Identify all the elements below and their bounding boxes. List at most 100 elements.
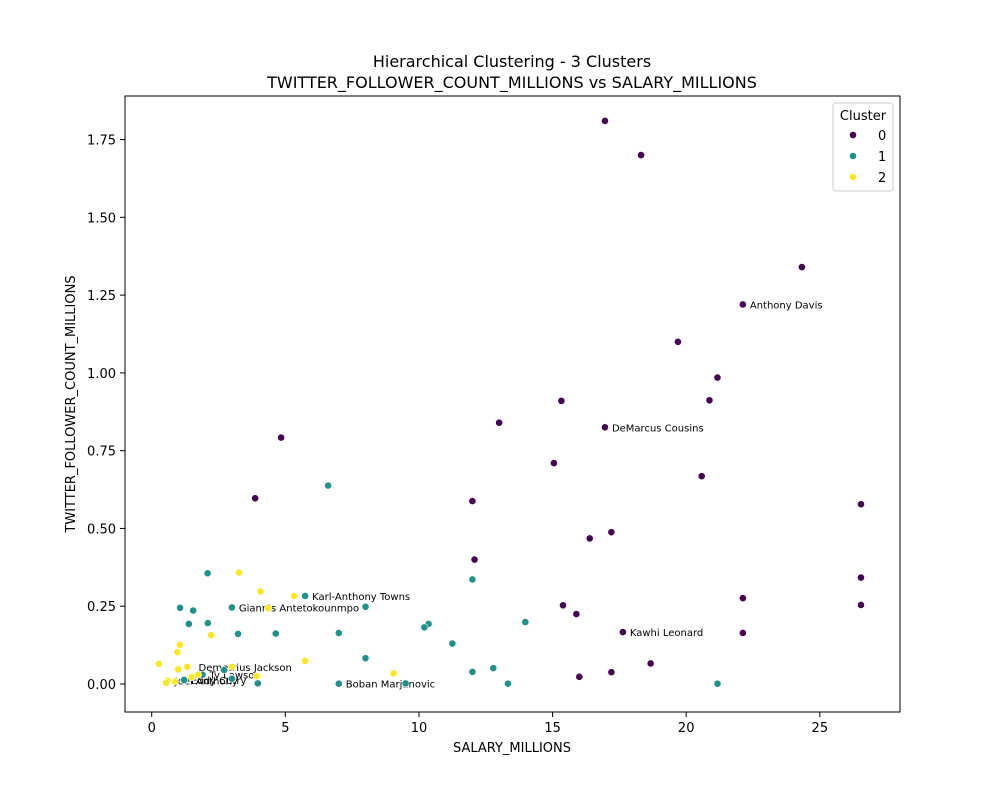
data-point-cluster-2 — [252, 672, 261, 681]
x-tick-label: 10 — [411, 721, 428, 736]
data-point-cluster-1 — [301, 592, 310, 600]
data-points — [155, 116, 865, 688]
data-point-cluster-0 — [637, 151, 645, 160]
data-point-cluster-0 — [857, 500, 865, 509]
y-tick-label: 1.75 — [87, 134, 116, 149]
data-point-cluster-2 — [187, 673, 196, 682]
chart-title: Hierarchical Clustering - 3 Clusters — [373, 52, 651, 71]
data-point-cluster-0 — [738, 594, 747, 603]
data-point-cluster-1 — [227, 603, 236, 612]
data-point-cluster-2 — [207, 631, 215, 640]
data-point-cluster-2 — [162, 678, 171, 687]
x-axis-label: SALARY_MILLIONS — [453, 741, 571, 756]
data-point-cluster-2 — [256, 587, 265, 596]
data-point-cluster-0 — [470, 555, 479, 564]
data-point-cluster-0 — [697, 472, 706, 481]
legend-label: 0 — [878, 129, 886, 144]
x-tick-label: 25 — [812, 721, 829, 736]
legend-label: 2 — [878, 171, 886, 186]
data-point-cluster-0 — [557, 396, 566, 405]
x-tick-label: 0 — [148, 721, 156, 736]
data-point-cluster-1 — [713, 679, 722, 688]
data-point-cluster-2 — [389, 669, 398, 678]
data-point-cluster-1 — [334, 629, 343, 637]
y-axis-ticks: 0.00 0.25 0.50 0.75 1.00 1.25 1.50 1.75 — [87, 134, 125, 693]
data-point-cluster-0 — [550, 459, 558, 468]
data-point-cluster-2 — [173, 648, 182, 657]
data-point-cluster-2 — [235, 568, 244, 577]
data-point-cluster-1 — [189, 606, 198, 615]
y-tick-label: 1.00 — [87, 367, 116, 382]
data-point-cluster-1 — [220, 666, 229, 674]
data-point-cluster-0 — [468, 497, 477, 505]
data-point-cluster-1 — [401, 679, 410, 688]
data-point-cluster-0 — [798, 263, 806, 272]
data-point-cluster-1 — [504, 679, 512, 688]
plot-area-frame — [124, 95, 901, 713]
y-tick-label: 0.50 — [87, 522, 116, 537]
data-point-cluster-1 — [176, 603, 184, 612]
data-point-cluster-2 — [155, 659, 163, 668]
data-point-cluster-2 — [174, 665, 183, 674]
x-tick-label: 15 — [544, 721, 561, 736]
data-point-cluster-0 — [674, 337, 682, 346]
data-point-cluster-1 — [184, 620, 193, 628]
data-point-cluster-2 — [290, 592, 299, 600]
data-point-cluster-0 — [607, 528, 616, 537]
data-point-cluster-1 — [271, 629, 280, 638]
point-annotation: DeMarcus Cousins — [612, 423, 704, 434]
data-point-cluster-0 — [575, 672, 584, 681]
legend-marker — [849, 173, 857, 181]
data-point-cluster-0 — [857, 601, 865, 609]
data-point-cluster-0 — [585, 534, 594, 543]
data-point-cluster-1 — [203, 619, 212, 627]
data-point-cluster-0 — [572, 610, 581, 618]
point-annotation: Demetrius Jackson — [199, 663, 292, 674]
legend-box — [832, 102, 894, 192]
data-point-cluster-1 — [468, 667, 477, 676]
legend-title: Cluster — [840, 109, 887, 124]
legend-marker — [849, 152, 857, 160]
data-point-cluster-1 — [180, 676, 188, 684]
data-point-cluster-0 — [559, 601, 567, 610]
data-point-cluster-1 — [334, 679, 343, 688]
data-point-cluster-2 — [227, 662, 236, 671]
x-tick-label: 5 — [281, 721, 289, 736]
data-point-cluster-1 — [521, 618, 530, 626]
point-annotation: Joel Anthony — [174, 677, 238, 688]
data-point-cluster-0 — [705, 396, 714, 405]
data-point-cluster-2 — [264, 604, 273, 612]
legend-label: 1 — [878, 150, 886, 165]
data-point-cluster-1 — [489, 664, 498, 673]
data-point-cluster-0 — [495, 418, 504, 427]
legend-entries: 0 1 2 — [849, 129, 886, 186]
chart-subtitle: TWITTER_FOLLOWER_COUNT_MILLIONS vs SALAR… — [266, 73, 757, 93]
data-point-cluster-0 — [713, 373, 722, 382]
point-annotation: Anthony Davis — [750, 300, 823, 311]
data-point-cluster-1 — [253, 679, 262, 688]
legend-marker — [849, 131, 857, 139]
data-point-cluster-1 — [448, 639, 457, 648]
legend: Cluster 0 1 2 — [832, 102, 894, 192]
data-point-cluster-1 — [361, 602, 370, 611]
data-point-cluster-2 — [183, 662, 192, 671]
y-tick-label: 0.00 — [87, 678, 116, 693]
x-axis-ticks: 0 5 10 15 20 25 — [148, 712, 829, 736]
point-annotation: Karl-Anthony Towns — [312, 592, 410, 603]
data-point-cluster-0 — [618, 628, 627, 636]
data-point-cluster-2 — [175, 640, 184, 649]
point-annotation: Eddy Curry — [191, 676, 246, 687]
point-annotation: Kawhi Leonard — [630, 628, 703, 639]
point-annotation: Boban Marjanovic — [346, 680, 435, 691]
data-point-cluster-1 — [468, 575, 477, 584]
data-point-cluster-1 — [234, 630, 242, 638]
point-annotation: Giannis Antetokounmpo — [239, 603, 359, 614]
data-point-cluster-2 — [301, 657, 310, 665]
data-point-cluster-0 — [738, 629, 747, 637]
point-annotations: Anthony Davis DeMarcus Cousins Karl-Anthon… — [174, 300, 823, 690]
y-tick-label: 1.50 — [87, 211, 116, 226]
data-point-cluster-2 — [171, 677, 179, 686]
data-point-cluster-1 — [324, 481, 333, 490]
data-point-cluster-1 — [420, 623, 429, 632]
